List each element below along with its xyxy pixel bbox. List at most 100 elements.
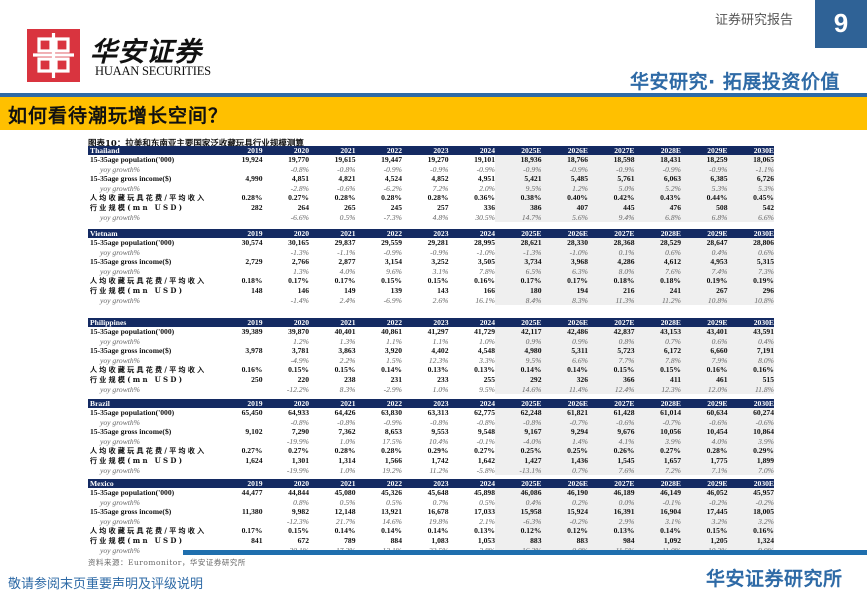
table-cell [216, 517, 263, 527]
table-cell: 883 [541, 535, 588, 546]
table-cell: -0.1% [634, 497, 681, 508]
table-cell: 61,428 [588, 408, 635, 418]
table-cell: 4,990 [245, 174, 263, 184]
table-cell: 0.0% [588, 497, 635, 508]
title-band [0, 97, 867, 130]
table-cell [216, 418, 263, 428]
table-cell: 0.45% [727, 193, 774, 203]
table-cell: 7.2% [634, 465, 681, 476]
table-row: yoy growth% -12.2% 8.3% -2.9% 1.0% 9.5% 14.6% 1… [88, 384, 774, 395]
table-cell: 19,770 [288, 155, 309, 164]
table-cell: 250 [251, 374, 263, 384]
table-cell: -0.9% [383, 247, 402, 257]
table-cell: 3,968 [541, 257, 588, 267]
table-cell: 4,851 [291, 174, 309, 184]
year-header: 2027E [614, 146, 635, 155]
logo-knot-icon [33, 33, 74, 78]
table-cell: 3.2% [727, 516, 774, 527]
table-cell: 9,548 [477, 427, 495, 437]
table-cell: 5,723 [588, 346, 635, 356]
table-cell: 19,447 [381, 155, 402, 164]
table-cell: 14.7% [495, 212, 542, 223]
table-row: 15-35age population('000) 65,450 64,933 64,… [88, 408, 774, 418]
disclaimer-link[interactable]: 敬请参阅末页重要声明及评级说明 [8, 577, 204, 592]
table-cell: 0.15% [588, 365, 635, 375]
table-cell: -0.9% [430, 247, 449, 257]
table-cell: -0.8% [476, 417, 495, 427]
table-cell: 3.9% [634, 436, 681, 447]
table-cell: 14.6% [495, 384, 542, 395]
table-cell: 0.15% [681, 526, 728, 536]
table-cell: 19,924 [241, 155, 263, 164]
year-header: 2030E [753, 479, 774, 488]
row-label: 行业规模(mn USD) [90, 374, 185, 384]
row-label: yoy growth% [100, 183, 141, 193]
country-name: Philippines [90, 318, 127, 327]
brand-name-en: HUAAN SECURITIES [95, 64, 211, 78]
table-cell: -13.1% [495, 465, 542, 476]
year-header: 2020 [293, 399, 309, 408]
table-cell: 3,154 [384, 257, 402, 267]
table-cell: 0.16% [681, 365, 728, 375]
table-cell: -6.2% [383, 183, 402, 193]
table-cell: 326 [541, 374, 588, 385]
year-header: 2025E [521, 318, 542, 327]
table-cell: 9.5% [495, 355, 542, 366]
table-cell: 0.6% [634, 247, 681, 258]
table-cell: 12.3% [428, 355, 449, 365]
table-cell: 6,063 [634, 174, 681, 184]
table-cell [216, 184, 263, 194]
table-cell: 45,326 [381, 488, 402, 497]
table-cell: 11.8% [727, 384, 774, 395]
table-cell: 19,615 [334, 155, 356, 164]
table-cell: 0.15% [381, 276, 402, 286]
table-row: 15-35age gross income($) 4,990 4,851 4,821 4… [88, 174, 774, 184]
table-row: 15-35age population('000) 39,389 39,870 40,… [88, 327, 774, 337]
table-cell: 445 [588, 202, 635, 213]
table-cell: 16,678 [427, 507, 449, 517]
table-cell: 386 [495, 202, 542, 213]
table-cell: 9.5% [479, 384, 495, 394]
table-cell: 0.43% [634, 193, 681, 203]
year-header: 2030E [753, 146, 774, 155]
year-header: 2030E [753, 399, 774, 408]
row-label: 15-35age gross income($) [90, 174, 172, 184]
table-cell: 0.28% [334, 193, 356, 203]
table-cell: 0.28% [334, 446, 356, 456]
row-label: 人均收藏玩具花费/平均收入 [90, 365, 207, 375]
row-label: 15-35age population('000) [90, 238, 175, 247]
year-header: 2023 [433, 229, 449, 238]
table-row: yoy growth% -19.9% 1.0% 17.5% 10.4% -0.1% -4.0… [88, 436, 774, 447]
table-cell: 0.27% [634, 446, 681, 456]
table-cell: 39,389 [241, 327, 263, 336]
table-cell: 7,362 [338, 427, 356, 437]
table-cell: 44,844 [288, 488, 309, 497]
table-cell: 194 [541, 285, 588, 296]
table-cell: 9.5% [495, 183, 542, 194]
table-cell: 166 [483, 285, 495, 295]
year-header: 2020 [293, 229, 309, 238]
table-cell: -0.2% [681, 497, 728, 508]
table-header-row: Vietnam 2019 2020 2021 2022 2023 2024 2025E 2026… [88, 229, 774, 238]
row-label: 15-35age gross income($) [90, 257, 172, 267]
table-cell: 11,380 [242, 507, 263, 517]
table-cell: 2.4% [339, 295, 356, 305]
table-cell: 1,657 [634, 455, 681, 466]
table-cell: -19.9% [286, 436, 309, 446]
table-cell: 46,189 [588, 488, 635, 498]
table-cell: 220 [297, 374, 309, 384]
table-cell: 12,148 [334, 507, 356, 517]
table-row: yoy growth% 1.2% 1.3% 1.1% 1.1% 1.0% 0.9% 0.9% 0… [88, 336, 774, 347]
table-row: 行业规模(mn USD) 1,624 1,301 1,314 1,566 1,742 1,6… [88, 455, 774, 466]
table-row: 人均收藏玩具花费/平均收入 0.27% 0.27% 0.28% 0.28% 0.29% 0.… [88, 446, 774, 456]
table-cell: -4.9% [290, 355, 309, 365]
table-cell: 1.0% [479, 336, 495, 346]
table-cell: 0.4% [495, 497, 542, 508]
year-header: 2024 [479, 318, 495, 327]
table-cell: 7.2% [432, 183, 449, 193]
table-row: 15-35age gross income($) 9,102 7,290 7,362 8… [88, 427, 774, 437]
table-cell: 841 [251, 535, 263, 545]
table-cell: 0.16% [474, 276, 495, 286]
table-cell: -0.9% [383, 417, 402, 427]
table-cell: 10.4% [428, 436, 449, 446]
